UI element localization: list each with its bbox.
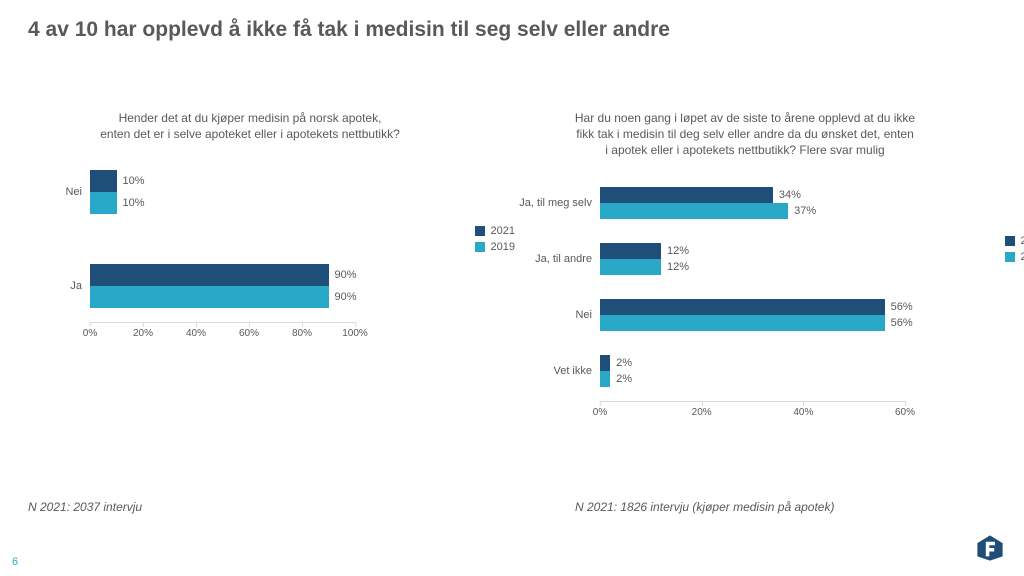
bar-2019: 37% [600,203,905,219]
bar-value: 90% [329,291,357,303]
bar-2019: 12% [600,259,905,275]
x-tick: 80% [292,328,312,339]
bar-value: 10% [117,175,145,187]
x-axis: 0%20%40%60% [600,401,905,402]
bar-value: 2% [610,357,632,369]
legend-label: 2019 [1021,251,1024,263]
legend-item: 2019 [475,241,515,253]
bar-2019: 90% [90,286,355,308]
bar-value: 2% [610,373,632,385]
bar-2021: 56% [600,299,905,315]
x-tick: 0% [593,407,607,418]
chart-left: Hender det at du kjøper medisin på norsk… [30,110,470,450]
category-label: Vet ikke [553,365,592,377]
legend: 2021 2019 [1005,235,1024,267]
bar-value: 37% [788,205,816,217]
chart-question: Har du noen gang i løpet av de siste to … [510,110,980,159]
chart-question: Hender det at du kjøper medisin på norsk… [30,110,470,142]
bar-2021: 12% [600,243,905,259]
category-label: Ja [70,280,82,292]
x-tick: 0% [83,328,97,339]
bar-value: 56% [885,301,913,313]
category-label: Ja, til meg selv [519,197,592,209]
legend-swatch [1005,252,1015,262]
x-tick: 20% [692,407,712,418]
page-title: 4 av 10 har opplevd å ikke få tak i medi… [28,18,670,42]
x-tick: 20% [133,328,153,339]
page-number: 6 [12,556,18,568]
legend-item: 2021 [475,225,515,237]
bar-group: Ja90%90% [90,264,355,308]
bar-2019: 56% [600,315,905,331]
category-label: Ja, til andre [535,253,592,265]
bar-value: 34% [773,189,801,201]
bar-2021: 90% [90,264,355,286]
legend-swatch [475,226,485,236]
bar-group: Vet ikke2%2% [600,355,905,387]
bar-value: 56% [885,317,913,329]
note-right: N 2021: 1826 intervju (kjøper medisin på… [575,500,834,514]
legend-label: 2021 [1021,235,1024,247]
x-tick: 60% [895,407,915,418]
legend-item: 2021 [1005,235,1024,247]
legend-swatch [1005,236,1015,246]
bar-value: 90% [329,269,357,281]
legend: 2021 2019 [475,225,515,257]
category-label: Nei [65,186,82,198]
bar-2019: 10% [90,192,355,214]
bar-value: 12% [661,245,689,257]
legend-item: 2019 [1005,251,1024,263]
bar-2021: 34% [600,187,905,203]
bar-value: 10% [117,197,145,209]
x-tick: 40% [186,328,206,339]
x-tick: 60% [239,328,259,339]
note-left: N 2021: 2037 intervju [28,500,142,514]
bar-2021: 10% [90,170,355,192]
bar-group: Ja, til andre12%12% [600,243,905,275]
x-tick: 40% [793,407,813,418]
legend-swatch [475,242,485,252]
x-tick: 100% [342,328,368,339]
bar-2021: 2% [600,355,905,371]
bar-group: Nei10%10% [90,170,355,214]
x-axis: 0%20%40%60%80%100% [90,322,355,323]
brand-logo-icon [976,534,1004,562]
bar-group: Ja, til meg selv34%37% [600,187,905,219]
bar-2019: 2% [600,371,905,387]
category-label: Nei [575,309,592,321]
bar-group: Nei56%56% [600,299,905,331]
chart-right: Har du noen gang i løpet av de siste to … [510,110,980,450]
bar-value: 12% [661,261,689,273]
